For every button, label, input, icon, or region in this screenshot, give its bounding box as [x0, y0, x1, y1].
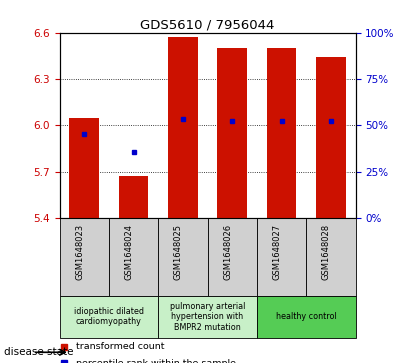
Bar	[267, 48, 296, 218]
Text: GSM1648024: GSM1648024	[125, 224, 134, 280]
Text: idiopathic dilated
cardiomyopathy: idiopathic dilated cardiomyopathy	[74, 307, 144, 326]
Text: GSM1648027: GSM1648027	[272, 224, 282, 280]
Bar	[208, 218, 257, 296]
Text: pulmonary arterial
hypertension with
BMPR2 mutation: pulmonary arterial hypertension with BMP…	[170, 302, 245, 332]
Bar	[217, 48, 247, 218]
Bar	[158, 218, 208, 296]
Text: GSM1648025: GSM1648025	[174, 224, 183, 280]
Text: disease state: disease state	[4, 347, 74, 357]
Text: percentile rank within the sample: percentile rank within the sample	[76, 359, 236, 363]
Bar	[257, 218, 306, 296]
Bar	[119, 176, 148, 218]
Bar	[158, 296, 257, 338]
Title: GDS5610 / 7956044: GDS5610 / 7956044	[141, 19, 275, 32]
Bar	[168, 37, 198, 218]
Bar	[109, 218, 158, 296]
Bar	[316, 57, 346, 218]
Bar	[306, 218, 356, 296]
Text: GSM1648026: GSM1648026	[223, 224, 232, 280]
Bar	[60, 296, 158, 338]
Text: transformed count: transformed count	[76, 342, 164, 351]
Bar	[257, 296, 356, 338]
Text: healthy control: healthy control	[276, 312, 337, 321]
Text: GSM1648028: GSM1648028	[322, 224, 331, 280]
Text: GSM1648023: GSM1648023	[75, 224, 84, 280]
Bar	[69, 118, 99, 218]
Bar	[60, 218, 109, 296]
